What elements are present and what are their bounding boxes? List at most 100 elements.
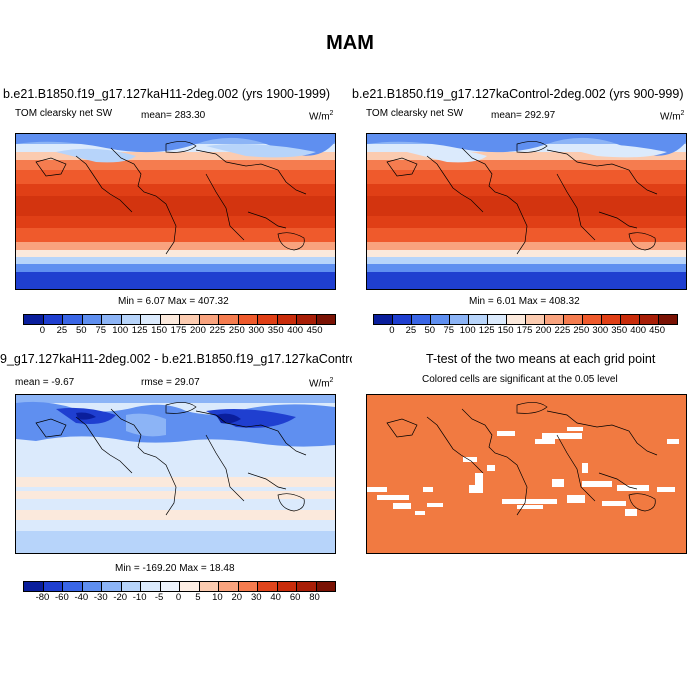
panel2-title: b.e21.B1850.f19_g17.127kaControl-2deg.00… xyxy=(352,87,684,101)
colorbar-label: 100 xyxy=(459,325,476,336)
colorbar-label: 300 xyxy=(248,325,265,336)
band xyxy=(16,242,335,250)
coastlines xyxy=(35,402,307,516)
band xyxy=(16,272,335,289)
colorbar-swatch xyxy=(219,582,239,591)
band xyxy=(16,228,335,242)
colorbar-swatch xyxy=(160,315,180,324)
coastlines xyxy=(386,141,658,255)
panel3-map xyxy=(15,394,336,554)
colorbar-swatch xyxy=(238,315,258,324)
colorbar-swatch xyxy=(24,315,44,324)
colorbar-label: -60 xyxy=(55,592,69,603)
colorbar-label: -10 xyxy=(132,592,147,603)
band xyxy=(16,152,335,160)
colorbar-label: 75 xyxy=(443,325,455,336)
band xyxy=(367,250,686,257)
colorbar-swatch xyxy=(621,315,640,324)
panel4-title: T-test of the two means at each grid poi… xyxy=(426,352,656,366)
colorbar-swatch xyxy=(199,582,219,591)
panel4-subtitle: Colored cells are significant at the 0.0… xyxy=(422,374,618,385)
colorbar-label: 150 xyxy=(497,325,514,336)
colorbar-swatch xyxy=(469,315,488,324)
colorbar-swatch xyxy=(102,582,122,591)
colorbar-swatch xyxy=(564,315,583,324)
colorbar-label: 350 xyxy=(611,325,628,336)
panel3-minmax: Min = -169.20 Max = 18.48 xyxy=(115,563,235,574)
colorbar-swatch xyxy=(258,582,278,591)
colorbar-swatch xyxy=(43,315,63,324)
colorbar-label: 30 xyxy=(250,592,262,603)
band xyxy=(16,264,335,272)
colorbar-label: 40 xyxy=(270,592,281,603)
colorbar-label: 50 xyxy=(76,325,87,336)
panel1-units: W/m2 xyxy=(309,110,334,123)
colorbar-label: 250 xyxy=(573,325,590,336)
colorbar-swatch xyxy=(277,582,297,591)
polar-region xyxy=(367,134,686,156)
equatorial-band xyxy=(16,196,335,216)
colorbar-label: 80 xyxy=(309,592,320,603)
colorbar-swatch xyxy=(545,315,564,324)
band xyxy=(367,170,686,184)
colorbar-label: 150 xyxy=(151,325,167,336)
colorbar-label: 60 xyxy=(289,592,301,603)
colorbar-swatch xyxy=(374,315,393,324)
colorbar-label: 250 xyxy=(228,325,245,336)
colorbar-label: 175 xyxy=(516,325,533,336)
strongest-negative-region xyxy=(76,412,241,424)
colorbar-swatch xyxy=(238,582,258,591)
colorbar-label: 125 xyxy=(478,325,495,336)
band xyxy=(16,395,335,403)
band xyxy=(16,257,335,264)
colorbar-swatch xyxy=(82,315,102,324)
colorbar-label: -5 xyxy=(154,592,164,603)
colorbar-label: 5 xyxy=(195,592,201,603)
colorbar-swatch xyxy=(431,315,450,324)
colorbar-swatch xyxy=(24,582,44,591)
band xyxy=(367,152,686,160)
panel1-colorbar-labels: 0 25 50 75 100 125 150 175 200 225 250 300 350 400 450 xyxy=(23,325,334,337)
colorbar-label: 0 xyxy=(39,325,46,336)
band xyxy=(367,264,686,272)
panel1-variable-label: TOM clearsky net SW xyxy=(15,108,113,119)
colorbar-label: 400 xyxy=(287,325,304,336)
colorbar-label: 10 xyxy=(212,592,223,603)
panel1-title: b.e21.B1850.f19_g17.127kaH11-2deg.002 (y… xyxy=(3,87,331,101)
colorbar-label: 175 xyxy=(170,325,187,336)
band xyxy=(367,160,686,170)
colorbar-label: 125 xyxy=(131,325,148,336)
band xyxy=(16,250,335,257)
positive-band xyxy=(16,477,335,487)
main-title: MAM xyxy=(326,32,374,54)
panel3-colorbar xyxy=(23,581,336,592)
positive-band xyxy=(16,510,335,520)
panel4-map xyxy=(366,394,687,554)
panel3-units: W/m2 xyxy=(309,377,334,390)
colorbar-swatch xyxy=(219,315,239,324)
colorbar-label: 300 xyxy=(592,325,609,336)
colorbar-swatch xyxy=(583,315,602,324)
colorbar-swatch xyxy=(602,315,621,324)
colorbar-label: -20 xyxy=(113,592,128,603)
non-significant-cells xyxy=(367,427,679,516)
colorbar-label: 100 xyxy=(112,325,129,336)
panel1-mean: mean= 283.30 xyxy=(141,110,206,121)
significant-field xyxy=(367,395,686,553)
colorbar-swatch xyxy=(316,315,335,324)
panel2-minmax: Min = 6.01 Max = 408.32 xyxy=(469,296,580,307)
colorbar-label: 200 xyxy=(535,325,552,336)
colorbar-swatch xyxy=(43,582,63,591)
panel1-map xyxy=(15,133,336,290)
colorbar-swatch xyxy=(640,315,659,324)
negative-anomaly-region xyxy=(126,413,166,437)
colorbar-label: 350 xyxy=(267,325,284,336)
colorbar-swatch xyxy=(180,315,200,324)
panel2-mean: mean= 292.97 xyxy=(491,110,556,121)
colorbar-swatch xyxy=(393,315,412,324)
colorbar-swatch xyxy=(526,315,545,324)
colorbar-label: 50 xyxy=(424,325,436,336)
colorbar-label: 200 xyxy=(190,325,206,336)
colorbar-label: 450 xyxy=(306,325,323,336)
panel3-rmse: rmse = 29.07 xyxy=(141,377,200,388)
